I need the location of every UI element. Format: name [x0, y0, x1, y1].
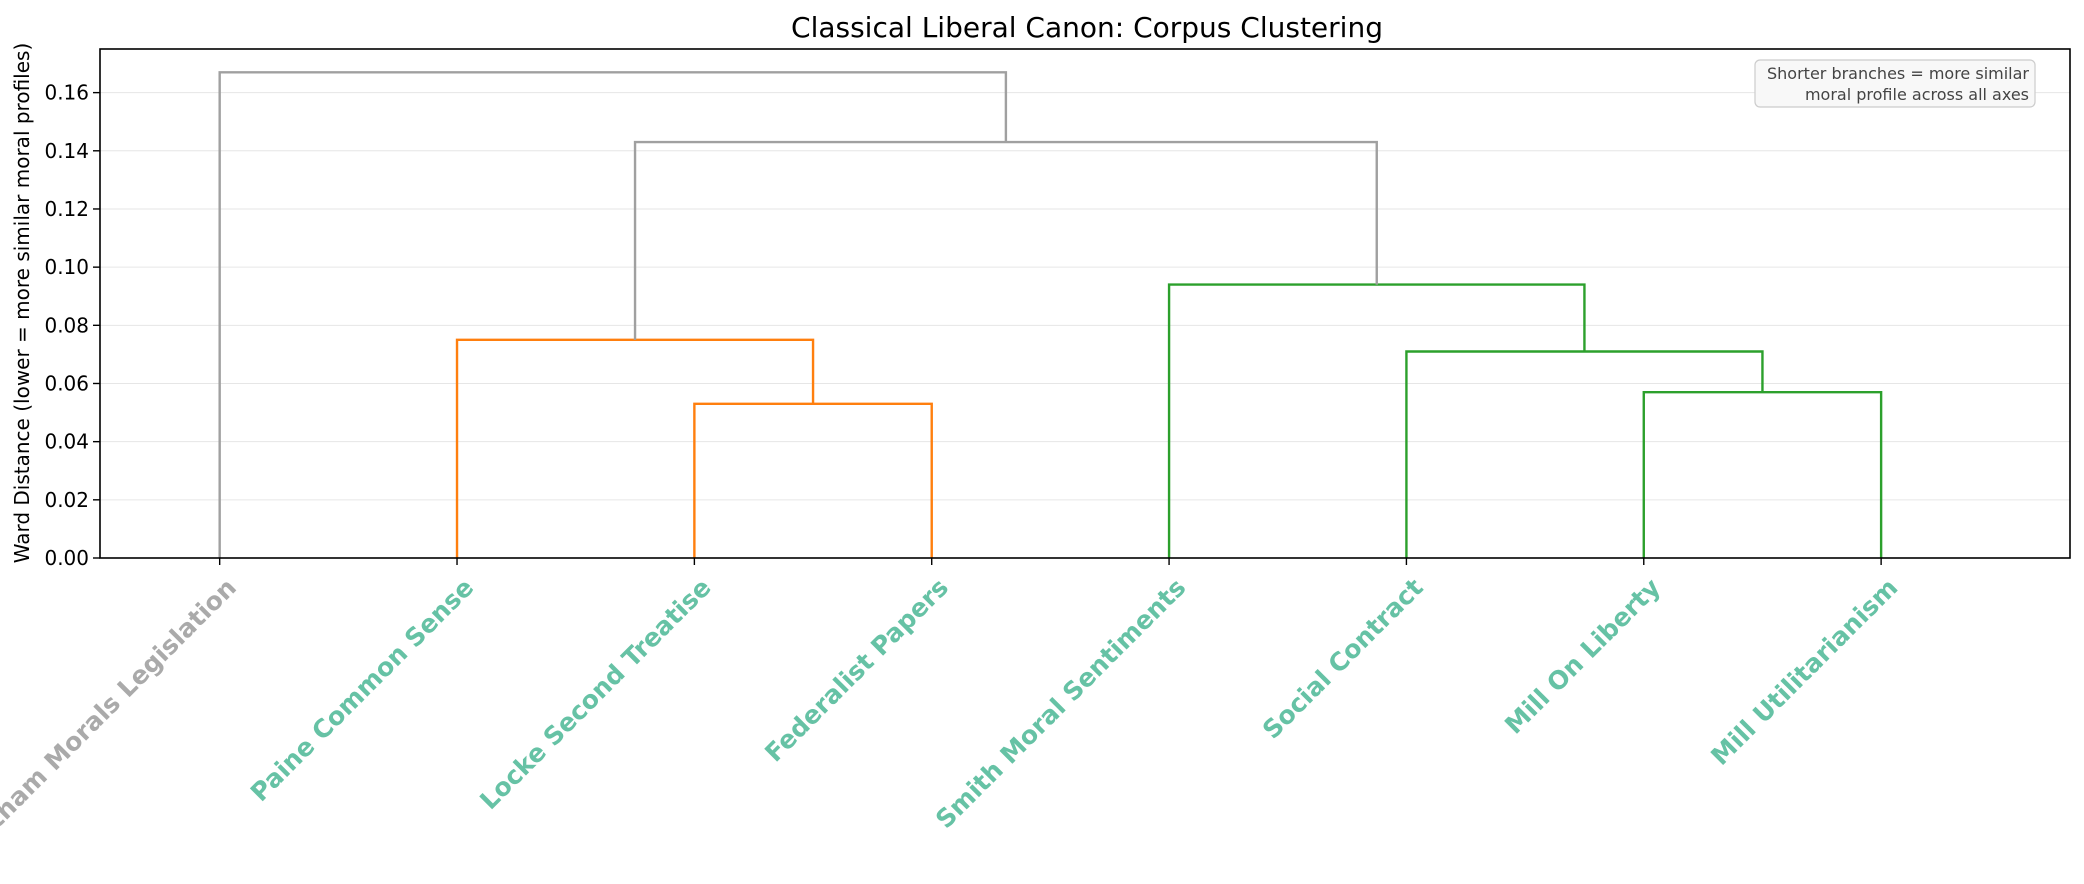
y-axis-ticks: 0.00 0.02 0.04 0.06 0.08 0.10 0.12 0.14 0.16 [44, 81, 100, 570]
grid-lines [100, 92, 2070, 501]
dendrogram-links [218, 71, 1883, 558]
y-axis-label: Ward Distance (lower = more similar mora… [10, 43, 34, 564]
dendrogram-link [218, 71, 1008, 558]
leaf-label: Mill On Liberty [1499, 573, 1666, 740]
legend-note-line-2: moral profile across all axes [1805, 85, 2029, 104]
y-tick-label: 0.10 [44, 255, 89, 279]
y-tick-label: 0.06 [44, 371, 89, 395]
leaf-labels: Bentham Morals Legislation Paine Common S… [0, 573, 1903, 872]
y-tick-label: 0.08 [44, 313, 89, 337]
leaf-label: Smith Moral Sentiments [930, 573, 1191, 834]
y-tick-label: 0.02 [44, 488, 89, 512]
leaf-label: Bentham Morals Legislation [0, 573, 242, 872]
y-tick-label: 0.00 [44, 546, 89, 570]
leaf-label: Locke Second Treatise [474, 573, 716, 815]
legend-note-box [1754, 59, 2036, 108]
leaf-label: Mill Utilitarianism [1705, 573, 1903, 771]
leaf-label: Social Contract [1257, 573, 1429, 745]
y-tick-label: 0.12 [44, 197, 89, 221]
x-axis-ticks [218, 558, 1882, 565]
chart-title: Classical Liberal Canon: Corpus Clusteri… [791, 11, 1383, 44]
dendrogram-link [455, 338, 815, 558]
dendrogram-link [1405, 350, 1764, 558]
plot-frame [99, 48, 2071, 559]
dendrogram-link [633, 140, 1378, 340]
y-tick-label: 0.04 [44, 430, 89, 454]
legend-note-line-1: Shorter branches = more similar [1767, 64, 2029, 83]
dendrogram-link [693, 402, 933, 558]
y-tick-label: 0.16 [44, 81, 89, 105]
y-tick-label: 0.14 [44, 139, 89, 163]
legend-note: Shorter branches = more similar moral pr… [1754, 59, 2036, 108]
leaf-label: Federalist Papers [759, 573, 954, 768]
dendrogram-link [1642, 391, 1883, 558]
leaf-label: Paine Common Sense [245, 573, 479, 807]
